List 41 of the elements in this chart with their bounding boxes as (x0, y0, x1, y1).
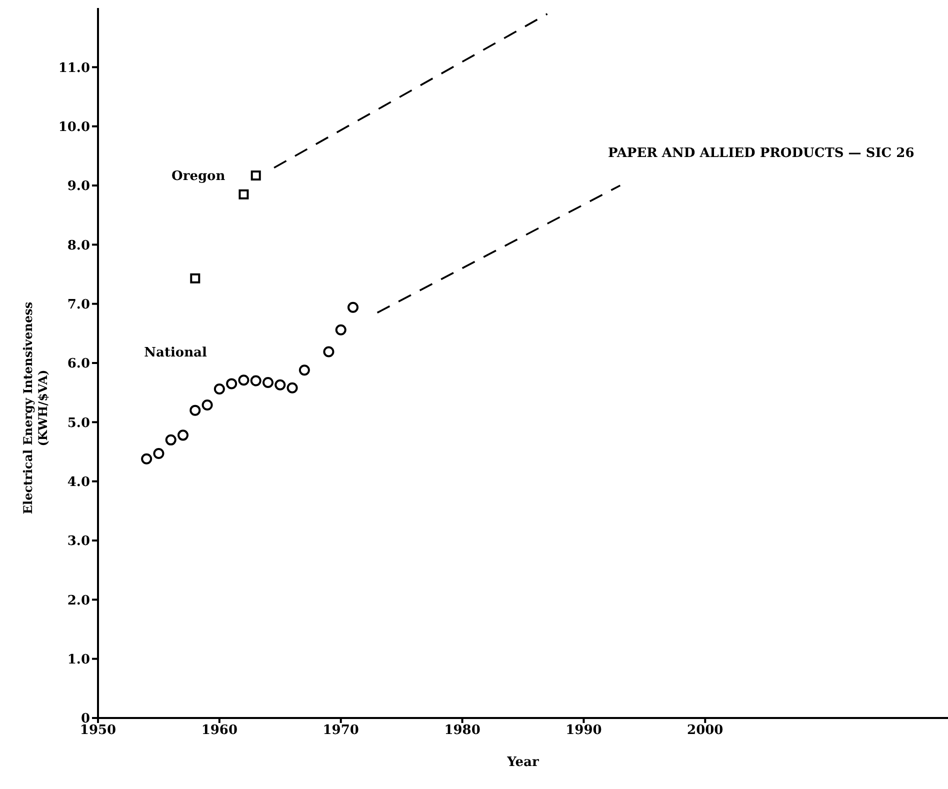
point (323, 346, 334, 358)
point (153, 448, 164, 460)
point (165, 434, 176, 446)
point (177, 430, 189, 441)
y-tick-label: 8.0 (67, 238, 90, 254)
x-tick-label: 1990 (566, 723, 602, 738)
y-tick-label: 3.0 (67, 534, 90, 550)
point (238, 374, 250, 386)
point (335, 324, 346, 336)
y-axis-title: Electrical Energy Intensiveness (KWH/$VA) (21, 302, 50, 514)
y-tick-label: 4.0 (67, 474, 90, 490)
point (250, 375, 262, 386)
point (190, 404, 201, 416)
point (141, 453, 152, 464)
y-tick-label: 5.0 (67, 416, 90, 431)
point (274, 379, 286, 390)
annotation: PAPER AND ALLIED PRODUCTS — SIC 26 (608, 146, 914, 161)
y-tick-label: 9.0 (67, 179, 90, 194)
y-tick-label: 10.0 (58, 120, 90, 135)
y-tick-label: 7.0 (67, 297, 90, 312)
point (202, 400, 213, 411)
point (250, 170, 261, 180)
point (214, 384, 225, 395)
point (262, 377, 274, 388)
x-tick-label: 1960 (201, 723, 238, 738)
x-axis-title: Year (506, 755, 539, 770)
x-tick-label: 1970 (322, 723, 359, 738)
y-tick-label: 11.0 (58, 60, 90, 76)
x-tick-label: 2000 (687, 723, 724, 738)
y-tick-label: 6.0 (67, 356, 90, 372)
point (238, 189, 249, 200)
point (347, 302, 359, 313)
y-tick-label: 1.0 (67, 652, 90, 668)
point (226, 378, 238, 390)
point (286, 382, 298, 394)
point (298, 364, 310, 376)
y-tick-label: 2.0 (67, 593, 90, 608)
x-tick-label: 1980 (444, 723, 480, 738)
text: National (144, 346, 207, 361)
series-label: Oregon (172, 168, 226, 184)
point (190, 273, 200, 284)
